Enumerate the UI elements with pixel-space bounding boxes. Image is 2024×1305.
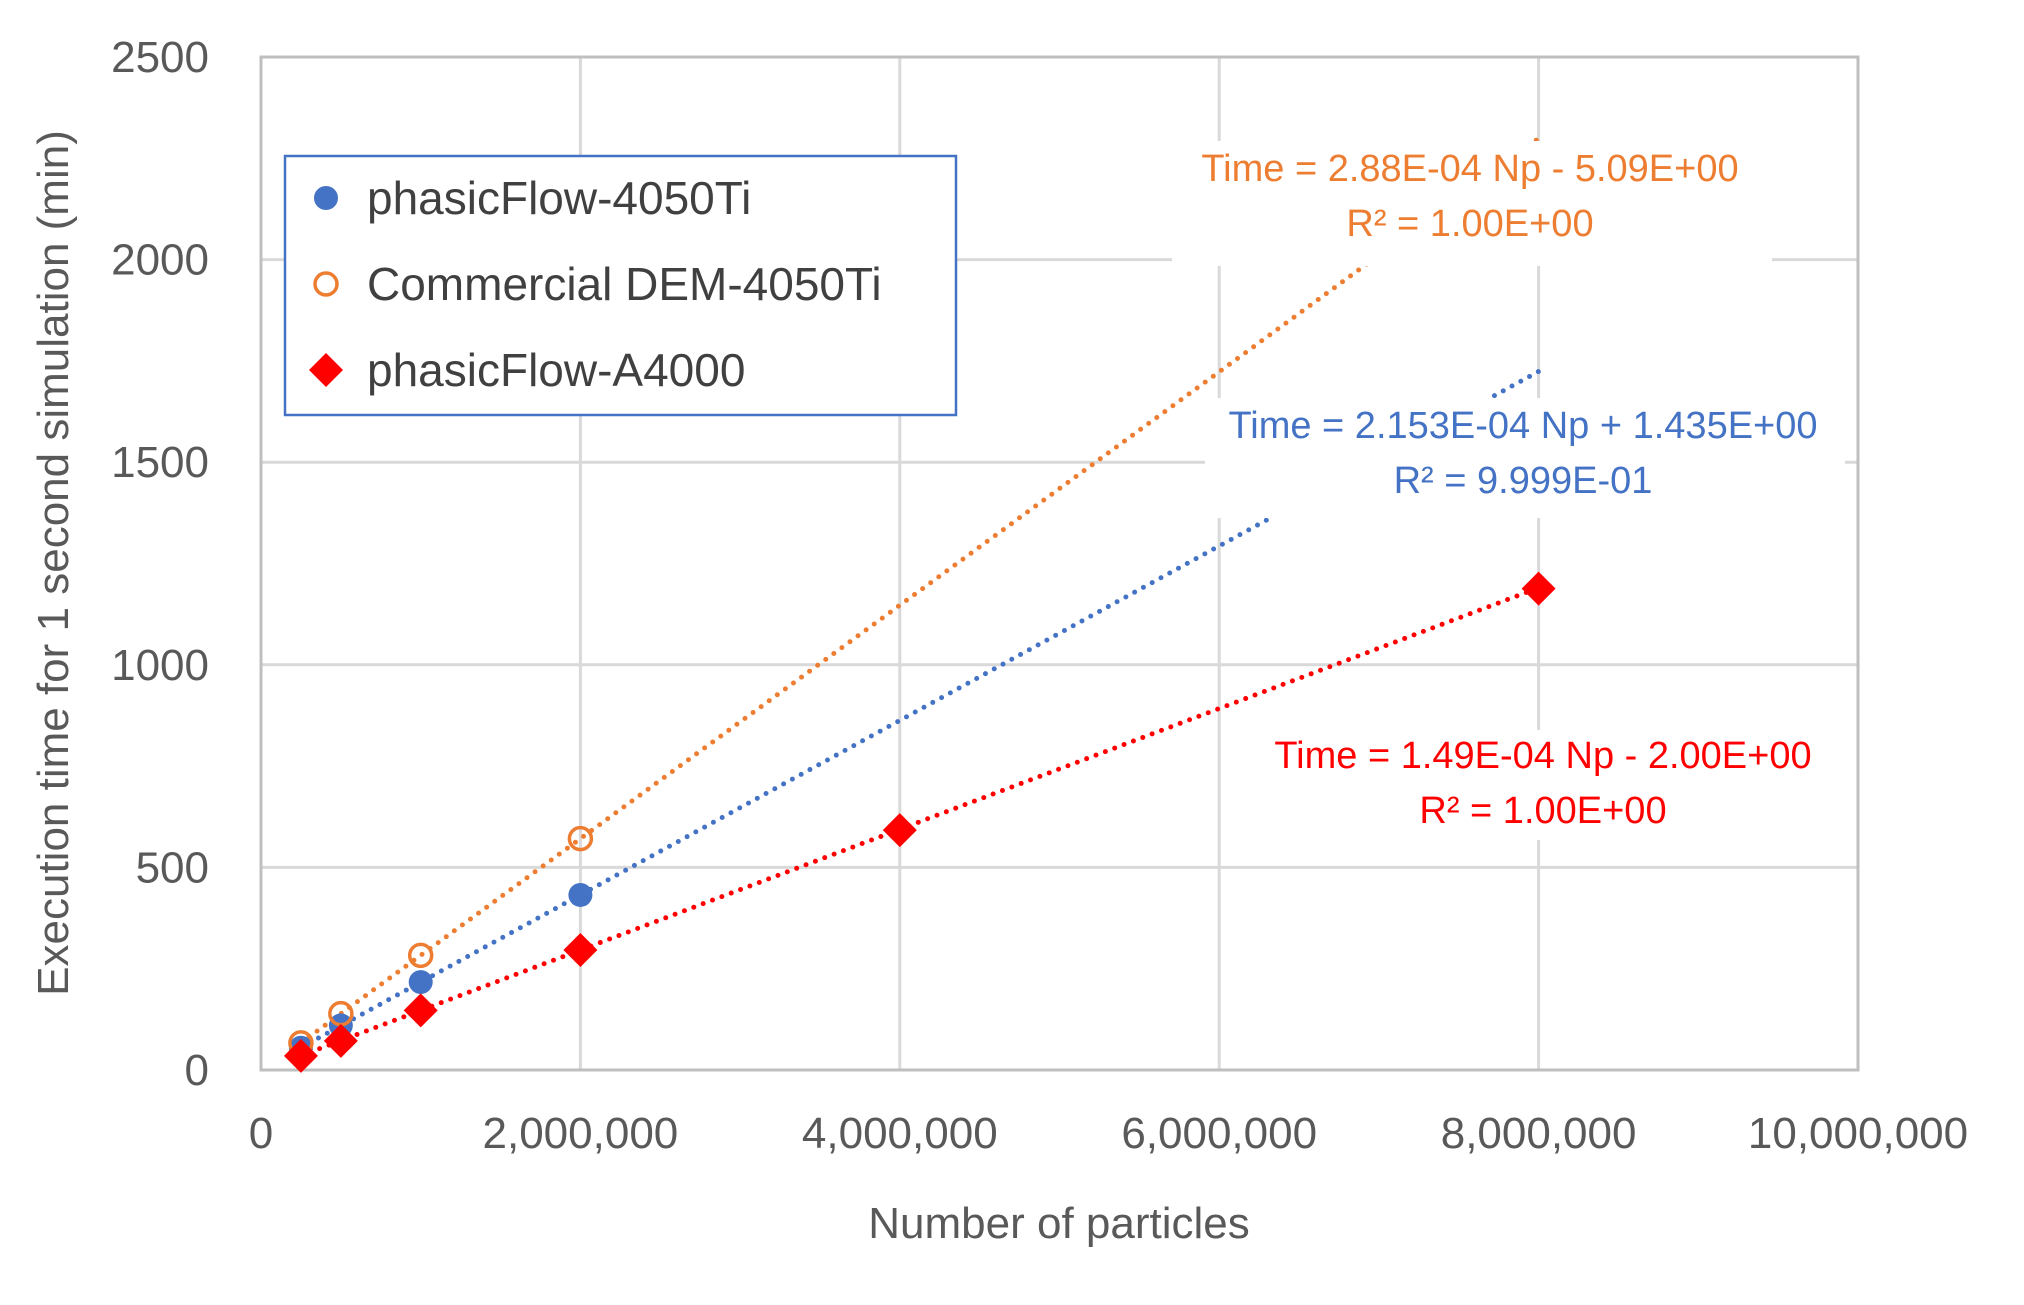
equation-background <box>1245 730 1845 840</box>
x-tick-label: 2,000,000 <box>483 1109 679 1158</box>
plot-area-border <box>259 55 1860 1072</box>
trendline-r2: R² = 9.999E-01 <box>1394 460 1653 502</box>
trendline-r2: R² = 1.00E+00 <box>1346 203 1593 245</box>
data-point <box>1521 571 1556 606</box>
trendline-equation: Time = 2.153E-04 Np + 1.435E+00 <box>1228 405 1817 447</box>
legend-label: Commercial DEM-4050Ti <box>367 258 882 310</box>
data-point <box>323 1023 358 1058</box>
x-tick-label: 8,000,000 <box>1441 1109 1637 1158</box>
y-tick-label: 1000 <box>111 641 209 690</box>
x-tick-label: 10,000,000 <box>1748 1109 1968 1158</box>
trendline-r2: R² = 1.00E+00 <box>1419 790 1666 832</box>
legend: phasicFlow-4050Ti Commercial DEM-4050Ti ph… <box>283 154 958 417</box>
x-tick-label: 0 <box>249 1109 273 1158</box>
data-point <box>563 933 598 968</box>
data-point <box>882 813 917 848</box>
y-tick-label: 0 <box>185 1046 209 1095</box>
trendline <box>298 585 1542 1059</box>
data-point <box>567 825 594 852</box>
data-point <box>568 882 593 907</box>
y-tick-label: 500 <box>136 843 209 892</box>
trendline-equation: Time = 2.88E-04 Np - 5.09E+00 <box>1201 148 1738 190</box>
legend-marker <box>309 353 343 387</box>
y-axis-title: Execution time for 1 second simulation (… <box>29 130 78 996</box>
equation-background <box>1172 141 1772 266</box>
data-point <box>407 942 434 969</box>
legend-marker <box>314 186 338 210</box>
y-tick-label: 1500 <box>111 438 209 487</box>
trendline-equation: Time = 1.49E-04 Np - 2.00E+00 <box>1274 735 1811 777</box>
x-tick-label: 4,000,000 <box>802 1109 998 1158</box>
legend-marker <box>313 271 339 297</box>
y-tick-label: 2500 <box>111 33 209 82</box>
legend-label: phasicFlow-A4000 <box>367 344 745 396</box>
tick-labels: 0 2,000,000 4,000,000 6,000,000 8,000,000 10,… <box>111 33 1968 1158</box>
data-points <box>283 571 1556 1073</box>
trendline-equations: Time = 2.153E-04 Np + 1.435E+00 R² = 9.99… <box>1172 141 1845 840</box>
legend-label: phasicFlow-4050Ti <box>367 172 751 224</box>
x-tick-label: 6,000,000 <box>1121 1109 1317 1158</box>
trendlines <box>298 135 1542 1059</box>
x-axis-title: Number of particles <box>868 1199 1249 1248</box>
data-point <box>283 1038 318 1073</box>
y-tick-label: 2000 <box>111 236 209 285</box>
legend-box <box>283 154 958 417</box>
data-point <box>408 970 433 995</box>
data-point <box>403 993 438 1028</box>
equation-background <box>1205 398 1845 518</box>
